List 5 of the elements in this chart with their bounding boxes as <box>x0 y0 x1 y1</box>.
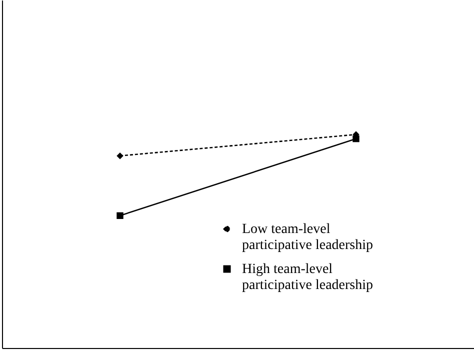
legend-label: Low team-level participative leadership <box>242 222 373 253</box>
legend-label: High team-level participative leadership <box>242 262 373 293</box>
point <box>116 212 124 219</box>
point <box>352 135 360 142</box>
point <box>116 152 124 160</box>
